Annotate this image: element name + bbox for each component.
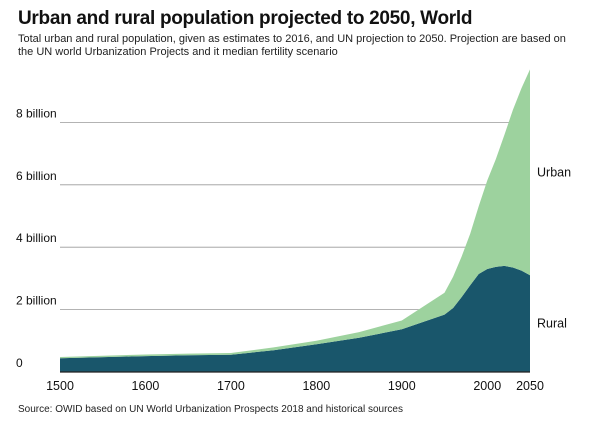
area-series bbox=[60, 69, 530, 372]
area-rural bbox=[60, 265, 530, 372]
source-note: Source: OWID based on UN World Urbanizat… bbox=[18, 404, 403, 415]
x-tick-label: 2050 bbox=[516, 379, 544, 393]
x-tick-label: 2000 bbox=[473, 379, 501, 393]
chart-title: Urban and rural population projected to … bbox=[18, 8, 473, 29]
x-axis-ticks: 1500 1600 1700 1800 1900 2000 2050 bbox=[46, 379, 544, 393]
y-tick-label: 8 billion bbox=[16, 106, 57, 120]
y-axis-ticks: 0 2 billion 4 billion 6 billion 8 billion bbox=[16, 106, 57, 370]
y-tick-label: 4 billion bbox=[16, 231, 57, 245]
x-tick-label: 1600 bbox=[132, 379, 160, 393]
series-label-urban: Urban bbox=[537, 165, 571, 179]
y-tick-label: 6 billion bbox=[16, 169, 57, 183]
series-labels: Rural Urban bbox=[537, 165, 571, 330]
chart-subtitle: Total urban and rural population, given … bbox=[18, 33, 566, 58]
x-tick-label: 1800 bbox=[302, 379, 330, 393]
y-tick-label: 2 billion bbox=[16, 294, 57, 308]
x-tick-label: 1900 bbox=[388, 379, 416, 393]
series-label-rural: Rural bbox=[537, 317, 567, 331]
y-tick-label: 0 bbox=[16, 356, 23, 370]
x-tick-label: 1700 bbox=[217, 379, 245, 393]
x-tick-label: 1500 bbox=[46, 379, 74, 393]
